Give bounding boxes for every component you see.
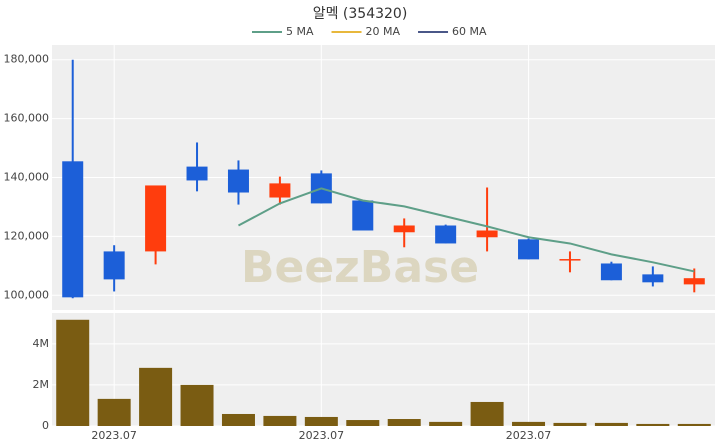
- volume-bar: [429, 421, 463, 426]
- volume-bar: [636, 423, 670, 426]
- candle-body: [393, 225, 415, 233]
- volume-bar: [512, 421, 546, 426]
- y-tick-label: 160,000: [4, 112, 50, 125]
- candle-body: [600, 263, 622, 281]
- y-tick-label: 100,000: [4, 288, 50, 301]
- volume-bar: [346, 420, 380, 426]
- volume-bar: [263, 415, 297, 426]
- candle-body: [62, 161, 84, 298]
- x-tick-label: 2023.07: [91, 429, 137, 442]
- candle-body: [476, 230, 498, 238]
- legend-label: 20 MA: [366, 25, 401, 38]
- x-tick-label: 2023.07: [299, 429, 345, 442]
- volume-bar: [470, 401, 504, 426]
- candle-body: [642, 274, 664, 283]
- volume-bar: [304, 416, 338, 426]
- candle-body: [559, 259, 581, 261]
- volume-bar: [97, 398, 131, 426]
- chart-title: 알멕 (354320): [313, 6, 408, 22]
- candle-body: [103, 251, 125, 280]
- candle-body: [186, 166, 208, 181]
- candle-body: [269, 183, 291, 198]
- legend-label: 60 MA: [452, 25, 487, 38]
- candle-body: [435, 225, 457, 244]
- volume-bar: [139, 367, 173, 426]
- candle-body: [683, 278, 705, 285]
- candle-body: [352, 200, 374, 231]
- volume-bar: [56, 319, 90, 426]
- volume-bar: [677, 423, 711, 426]
- candle-body: [145, 185, 167, 252]
- legend-label: 5 MA: [286, 25, 314, 38]
- y-tick-label: 180,000: [4, 53, 50, 66]
- y-tick-label: 120,000: [4, 229, 50, 242]
- candle-body: [227, 169, 249, 193]
- volume-bar: [553, 422, 587, 426]
- volume-bar: [594, 422, 628, 426]
- ma-line: [237, 187, 695, 273]
- y-tick-label: 0: [42, 419, 49, 432]
- watermark: BeezBase: [241, 242, 479, 293]
- x-tick-label: 2023.07: [506, 429, 552, 442]
- volume-bar: [180, 384, 214, 426]
- y-tick-label: 140,000: [4, 171, 50, 184]
- y-tick-label: 2M: [33, 378, 50, 391]
- volume-bar: [387, 419, 421, 426]
- candle-body: [518, 239, 540, 260]
- y-tick-label: 4M: [33, 337, 50, 350]
- volume-bar: [221, 413, 255, 426]
